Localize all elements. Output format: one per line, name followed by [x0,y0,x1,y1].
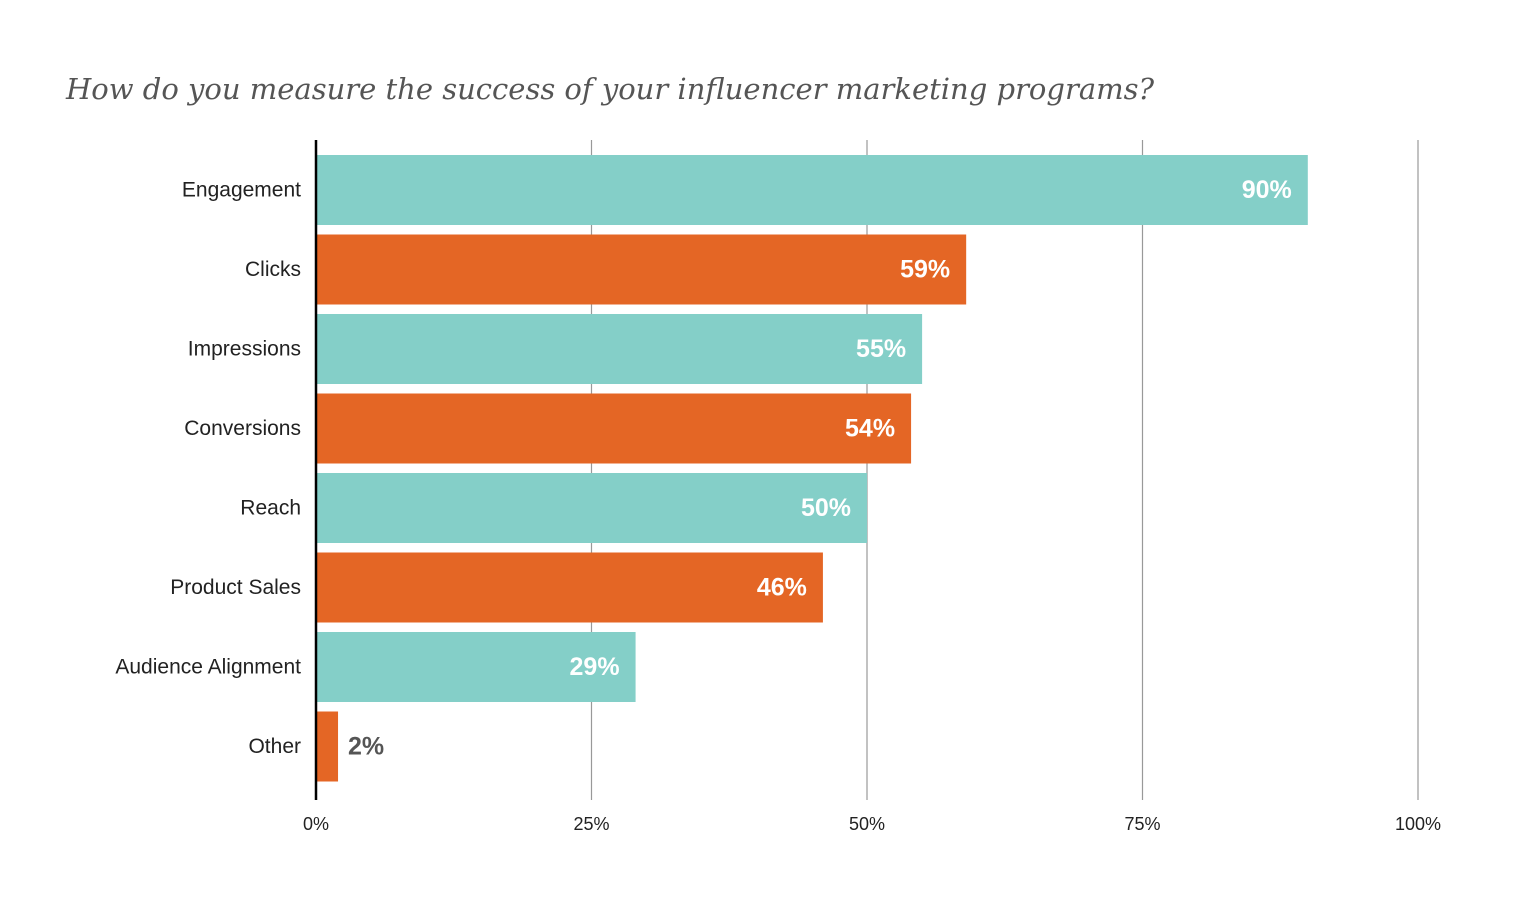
bar-product-sales [316,552,823,623]
category-label: Engagement [182,179,301,202]
data-label: 90% [1242,176,1292,204]
bar-audience-alignment [316,632,636,702]
bar-conversions [316,393,912,464]
bar-clicks [316,234,967,305]
chart-title: How do you measure the success of your i… [66,72,1155,106]
data-label: 29% [570,653,620,681]
x-tick-label: 0% [303,814,329,834]
bar-reach [316,473,867,543]
category-label: Impressions [188,338,301,361]
x-tick-label: 25% [573,814,609,834]
data-label: 2% [348,733,384,761]
category-label: Other [248,735,301,758]
labels: 0% 25% 50% 75% 100% Engagement 90% Clicks 59% Imp… [115,176,1441,834]
data-label: 54% [845,415,895,443]
data-label: 59% [900,256,950,284]
x-tick-label: 100% [1395,814,1441,834]
bar-impressions [316,314,923,384]
category-label: Reach [240,497,301,520]
bar-other [316,711,339,782]
x-tick-label: 75% [1124,814,1160,834]
bar-engagement [316,155,1308,225]
x-tick-label: 50% [849,814,885,834]
category-label: Conversions [184,417,301,440]
data-label: 50% [801,494,851,522]
bars [316,155,1308,782]
category-label: Clicks [245,258,301,281]
category-label: Product Sales [170,576,301,599]
data-label: 46% [757,574,807,602]
category-label: Audience Alignment [115,656,301,679]
data-label: 55% [856,335,906,363]
